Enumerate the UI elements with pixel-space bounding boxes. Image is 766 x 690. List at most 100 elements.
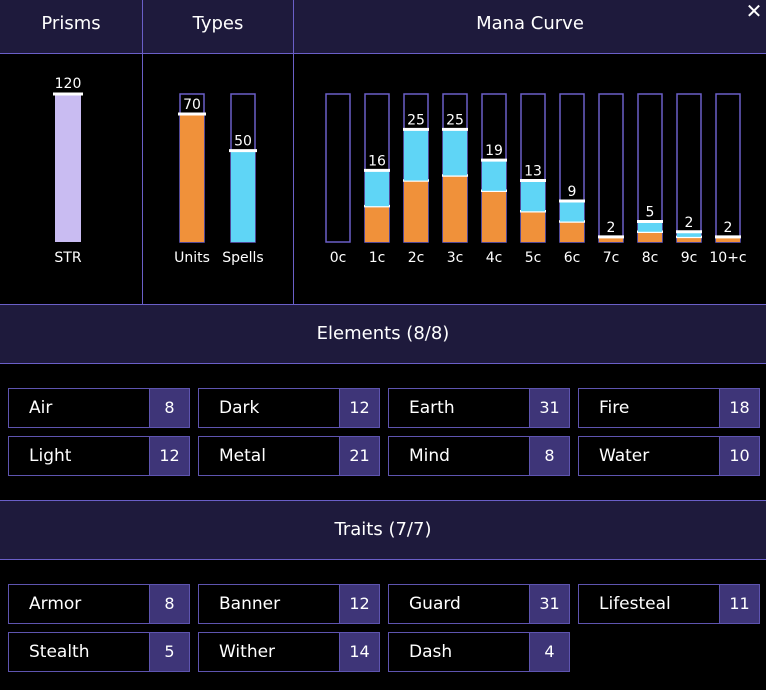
prism-bar-str [55, 94, 81, 242]
mana-value-label: 2 [607, 220, 616, 236]
tag-count: 8 [529, 437, 569, 475]
tag-card-dash[interactable]: Dash 4 [388, 632, 570, 672]
mana-axis-label: 4c [486, 250, 503, 266]
tag-count: 14 [339, 633, 379, 671]
mana-axis-label: 5c [525, 250, 542, 266]
tag-card-light[interactable]: Light 12 [8, 436, 190, 476]
type-bar-spells [231, 150, 255, 242]
tag-card-mind[interactable]: Mind 8 [388, 436, 570, 476]
prism-value-label: 120 [55, 76, 82, 92]
traits-title: Traits (7/7) [0, 500, 766, 560]
mana-value-label: 19 [485, 143, 503, 159]
tag-card-fire[interactable]: Fire 18 [578, 388, 760, 428]
tag-card-dark[interactable]: Dark 12 [198, 388, 380, 428]
tag-card-metal[interactable]: Metal 21 [198, 436, 380, 476]
mana-bar-spells [560, 201, 584, 222]
mana-bar-units [443, 175, 467, 242]
tag-name: Water [599, 446, 650, 466]
tag-name: Air [29, 398, 53, 418]
tag-name: Light [29, 446, 72, 466]
mana-bar-units [521, 211, 545, 242]
traits-grid: Armor 8 Banner 12 Guard 31 Lifesteal 11 Stealth 5… [0, 560, 766, 690]
tag-count: 12 [339, 389, 379, 427]
tag-card-stealth[interactable]: Stealth 5 [8, 632, 190, 672]
close-icon[interactable]: ✕ [745, 0, 763, 23]
tag-card-earth[interactable]: Earth 31 [388, 388, 570, 428]
tag-card-guard[interactable]: Guard 31 [388, 584, 570, 624]
mana-value-label: 9 [568, 184, 577, 200]
mana-bar-units [404, 180, 428, 242]
mana-bar-spells [521, 180, 545, 212]
tag-name: Earth [409, 398, 455, 418]
mana-bar-spells [482, 160, 506, 191]
tag-card-armor[interactable]: Armor 8 [8, 584, 190, 624]
tag-card-wither[interactable]: Wither 14 [198, 632, 380, 672]
mana-value-label: 13 [524, 164, 542, 180]
tag-card-water[interactable]: Water 10 [578, 436, 760, 476]
mana-bar-units [716, 236, 740, 242]
tag-name: Armor [29, 594, 82, 614]
tag-count: 5 [149, 633, 189, 671]
tag-card-air[interactable]: Air 8 [8, 388, 190, 428]
tag-card-banner[interactable]: Banner 12 [198, 584, 380, 624]
mana-value-label: 25 [446, 112, 464, 128]
type-axis-label: Spells [222, 250, 263, 266]
tag-count: 8 [149, 389, 189, 427]
prisms-header: Prisms [41, 13, 101, 34]
header-bar [0, 0, 766, 54]
mana-axis-label: 3c [447, 250, 464, 266]
mana-value-label: 2 [724, 220, 733, 236]
mana-frame [325, 93, 351, 243]
mana-bar-units [482, 190, 506, 242]
tag-name: Dash [409, 642, 453, 662]
tag-count: 8 [149, 585, 189, 623]
elements-grid: Air 8 Dark 12 Earth 31 Fire 18 Light 12 Metal 21 Min… [0, 364, 766, 500]
tag-name: Stealth [29, 642, 90, 662]
tag-name: Fire [599, 398, 630, 418]
mana-curve-header: Mana Curve [476, 13, 584, 34]
mana-bar-spells [404, 129, 428, 181]
mana-value-label: 25 [407, 112, 425, 128]
tag-name: Guard [409, 594, 461, 614]
mana-axis-label: 2c [408, 250, 425, 266]
mana-bar-spells [443, 129, 467, 176]
mana-axis-label: 1c [369, 250, 386, 266]
tag-count: 31 [529, 389, 569, 427]
tag-count: 12 [149, 437, 189, 475]
mana-bar-units [638, 231, 662, 242]
mana-value-label: 2 [685, 215, 694, 231]
types-header: Types [192, 13, 244, 34]
tag-name: Wither [219, 642, 276, 662]
tag-count: 11 [719, 585, 759, 623]
divider [142, 0, 143, 304]
tag-name: Lifesteal [599, 594, 671, 614]
tag-name: Dark [219, 398, 260, 418]
type-value-label: 50 [234, 134, 252, 150]
mana-axis-label: 8c [642, 250, 659, 266]
mana-bar-spells [365, 170, 389, 207]
tag-count: 21 [339, 437, 379, 475]
mana-bar-units [560, 221, 584, 242]
mana-axis-label: 10+c [709, 250, 746, 266]
divider [293, 0, 294, 304]
tag-name: Mind [409, 446, 450, 466]
mana-bar-units [677, 236, 701, 242]
tag-count: 18 [719, 389, 759, 427]
tag-name: Banner [219, 594, 281, 614]
tag-count: 12 [339, 585, 379, 623]
mana-bar-spells [638, 221, 662, 232]
tag-count: 31 [529, 585, 569, 623]
mana-axis-label: 6c [564, 250, 581, 266]
tag-count: 4 [529, 633, 569, 671]
mana-axis-label: 7c [603, 250, 620, 266]
mana-bar-units [365, 206, 389, 242]
tag-name: Metal [219, 446, 266, 466]
tag-count: 10 [719, 437, 759, 475]
type-axis-label: Units [174, 250, 210, 266]
type-bar-units [180, 114, 204, 242]
prism-axis-label: STR [54, 250, 81, 266]
mana-value-label: 16 [368, 153, 386, 169]
mana-axis-label: 0c [330, 250, 347, 266]
elements-title: Elements (8/8) [0, 304, 766, 364]
tag-card-lifesteal[interactable]: Lifesteal 11 [578, 584, 760, 624]
